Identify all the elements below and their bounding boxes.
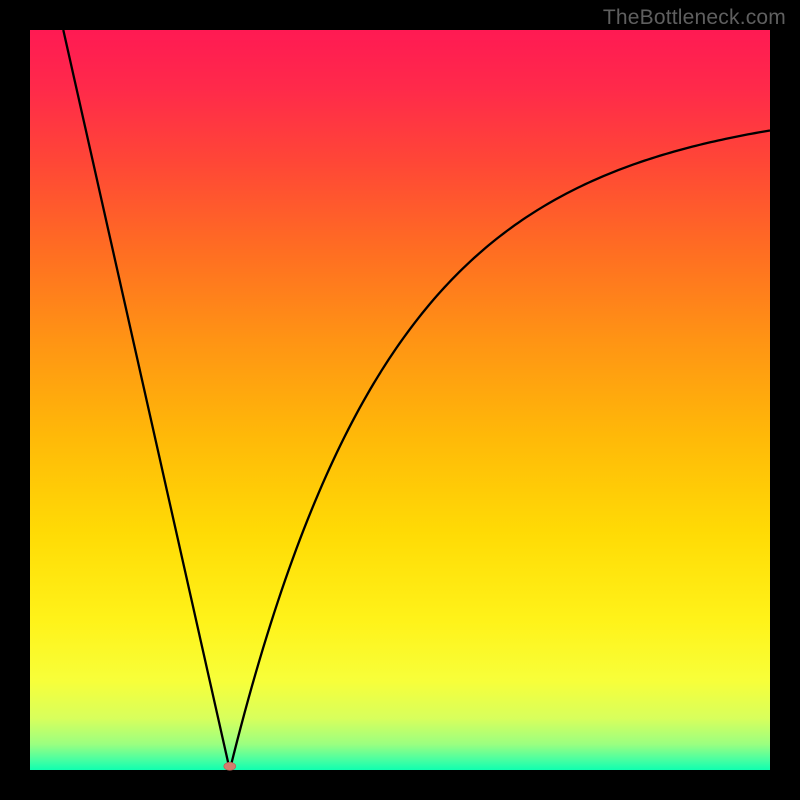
optimal-point-marker [224, 762, 236, 770]
chart-frame: TheBottleneck.com [0, 0, 800, 800]
bottleneck-chart [0, 0, 800, 800]
gradient-background [30, 30, 770, 770]
watermark-text: TheBottleneck.com [603, 6, 786, 30]
